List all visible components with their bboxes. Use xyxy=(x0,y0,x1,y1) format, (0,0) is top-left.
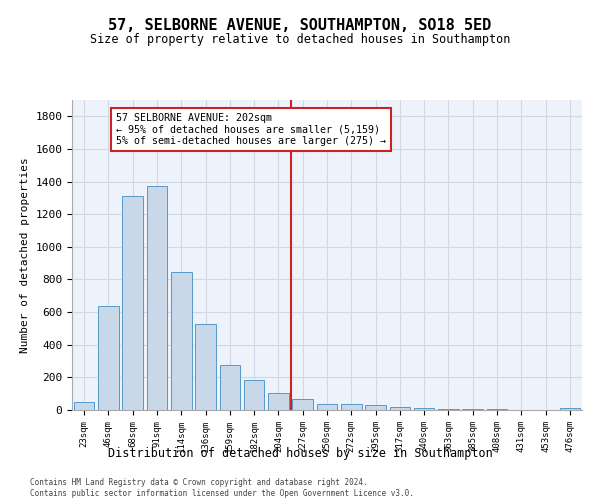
Text: 57, SELBORNE AVENUE, SOUTHAMPTON, SO18 5ED: 57, SELBORNE AVENUE, SOUTHAMPTON, SO18 5… xyxy=(109,18,491,32)
Y-axis label: Number of detached properties: Number of detached properties xyxy=(20,157,30,353)
Bar xyxy=(268,393,289,410)
Text: Contains HM Land Registry data © Crown copyright and database right 2024.
Contai: Contains HM Land Registry data © Crown c… xyxy=(30,478,414,498)
Text: 57 SELBORNE AVENUE: 202sqm
← 95% of detached houses are smaller (5,159)
5% of se: 57 SELBORNE AVENUE: 202sqm ← 95% of deta… xyxy=(116,113,386,146)
Bar xyxy=(317,404,337,410)
Bar xyxy=(146,186,167,410)
Bar xyxy=(98,306,119,410)
Bar xyxy=(74,402,94,410)
Bar xyxy=(389,406,410,410)
Text: Size of property relative to detached houses in Southampton: Size of property relative to detached ho… xyxy=(90,32,510,46)
Bar xyxy=(195,324,216,410)
Bar xyxy=(244,380,265,410)
Bar xyxy=(292,400,313,410)
Bar xyxy=(220,365,240,410)
Bar xyxy=(560,408,580,410)
Bar xyxy=(365,406,386,410)
Bar xyxy=(414,408,434,410)
Text: Distribution of detached houses by size in Southampton: Distribution of detached houses by size … xyxy=(107,448,493,460)
Bar xyxy=(341,404,362,410)
Bar xyxy=(463,409,483,410)
Bar xyxy=(171,272,191,410)
Bar xyxy=(438,408,459,410)
Bar xyxy=(122,196,143,410)
